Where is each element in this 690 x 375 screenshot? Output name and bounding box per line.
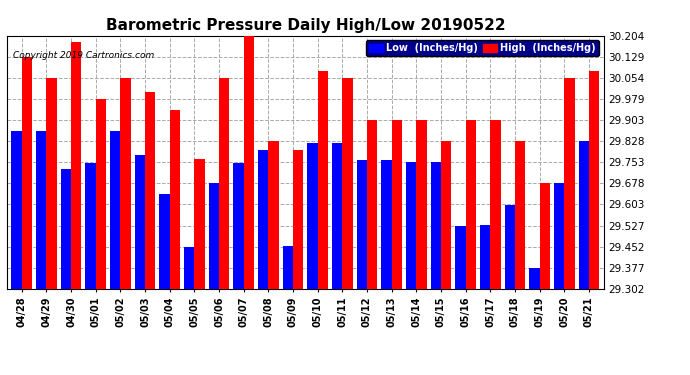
Bar — [283, 246, 293, 289]
Bar — [110, 131, 120, 289]
Bar — [135, 154, 145, 289]
Bar — [406, 162, 416, 289]
Bar — [293, 150, 304, 289]
Bar — [342, 78, 353, 289]
Bar — [86, 163, 96, 289]
Bar — [208, 183, 219, 289]
Bar — [258, 150, 268, 289]
Bar — [357, 160, 367, 289]
Bar — [195, 159, 205, 289]
Bar — [184, 247, 195, 289]
Bar — [367, 120, 377, 289]
Bar — [71, 42, 81, 289]
Bar — [564, 78, 575, 289]
Bar — [145, 92, 155, 289]
Bar — [540, 183, 550, 289]
Bar — [554, 183, 564, 289]
Bar — [431, 162, 441, 289]
Bar — [480, 225, 491, 289]
Bar — [96, 99, 106, 289]
Bar — [170, 110, 180, 289]
Text: Copyright 2019 Cartronics.com: Copyright 2019 Cartronics.com — [13, 51, 154, 60]
Bar — [159, 194, 170, 289]
Bar — [11, 131, 21, 289]
Bar — [36, 131, 46, 289]
Bar — [317, 71, 328, 289]
Bar — [219, 78, 229, 289]
Bar — [579, 141, 589, 289]
Bar — [61, 169, 71, 289]
Bar — [332, 143, 342, 289]
Bar — [307, 143, 317, 289]
Bar — [515, 141, 525, 289]
Bar — [455, 226, 466, 289]
Bar — [589, 71, 600, 289]
Bar — [46, 78, 57, 289]
Bar — [441, 141, 451, 289]
Bar — [392, 120, 402, 289]
Legend: Low  (Inches/Hg), High  (Inches/Hg): Low (Inches/Hg), High (Inches/Hg) — [366, 40, 599, 56]
Bar — [21, 57, 32, 289]
Bar — [382, 160, 392, 289]
Title: Barometric Pressure Daily High/Low 20190522: Barometric Pressure Daily High/Low 20190… — [106, 18, 505, 33]
Bar — [504, 205, 515, 289]
Bar — [466, 120, 476, 289]
Bar — [268, 141, 279, 289]
Bar — [120, 78, 130, 289]
Bar — [244, 36, 254, 289]
Bar — [416, 120, 426, 289]
Bar — [491, 120, 501, 289]
Bar — [233, 163, 244, 289]
Bar — [529, 268, 540, 289]
